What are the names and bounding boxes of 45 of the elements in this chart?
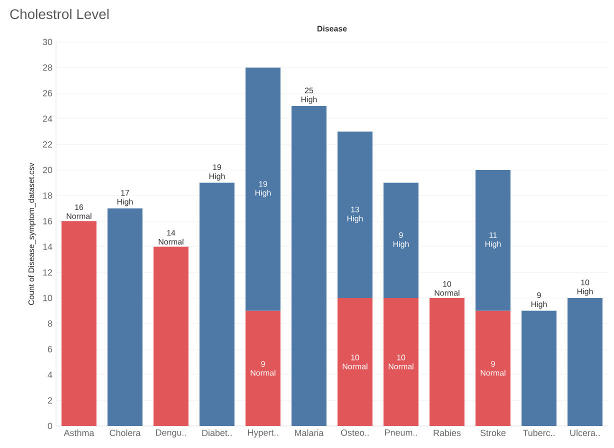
y-tick-label: 14: [43, 244, 52, 250]
bar: [292, 106, 326, 426]
y-tick-label: 0: [48, 422, 52, 430]
bar: [200, 182, 234, 426]
x-tick-label: Cholera: [110, 430, 141, 436]
y-tick-label: 4: [48, 372, 52, 378]
x-tick-label: Tuberc..: [522, 430, 554, 436]
bar: [384, 298, 418, 426]
bar: [476, 310, 510, 426]
x-tick-label: Hypert..: [248, 430, 278, 438]
x-tick-label: Stroke: [480, 430, 506, 436]
y-tick-label: 22: [42, 141, 52, 148]
bar: [430, 298, 464, 426]
y-tick-label: 2: [48, 397, 52, 404]
x-tick-label: Osteo..: [340, 430, 369, 436]
bar: [384, 182, 418, 298]
y-tick-label: 26: [42, 90, 52, 96]
x-tick-label: Rabies: [434, 430, 461, 436]
bar: [246, 310, 280, 426]
bar: [476, 170, 510, 311]
y-tick-label: 10: [43, 294, 52, 302]
y-tick-label: 8: [48, 320, 52, 327]
y-tick-label: 28: [42, 64, 52, 71]
y-tick-label: 24: [42, 116, 52, 122]
bar: [522, 310, 556, 426]
y-tick-label: 12: [43, 269, 52, 276]
x-tick-label: Asthma: [64, 430, 94, 436]
bar: [108, 208, 142, 426]
chart-title: Cholestrol Level: [10, 8, 109, 20]
bar: [246, 68, 280, 311]
x-tick-label: Pneum..: [385, 430, 417, 436]
bar: [338, 298, 372, 426]
bar: [568, 298, 602, 426]
y-tick-label: 18: [43, 192, 52, 199]
bar: [154, 246, 188, 426]
y-tick-label: 20: [42, 166, 52, 174]
bar: [338, 132, 372, 298]
y-tick-label: 6: [48, 346, 52, 352]
x-tick-label: Ulcera..: [570, 430, 600, 436]
y-tick-label: 16: [43, 218, 52, 224]
x-tick-label: Dengu..: [156, 430, 186, 438]
bar: [62, 221, 96, 426]
y-tick-label: 30: [42, 38, 52, 46]
x-tick-label: Malaria: [295, 430, 324, 436]
x-tick-label: Diabet..: [202, 430, 232, 436]
